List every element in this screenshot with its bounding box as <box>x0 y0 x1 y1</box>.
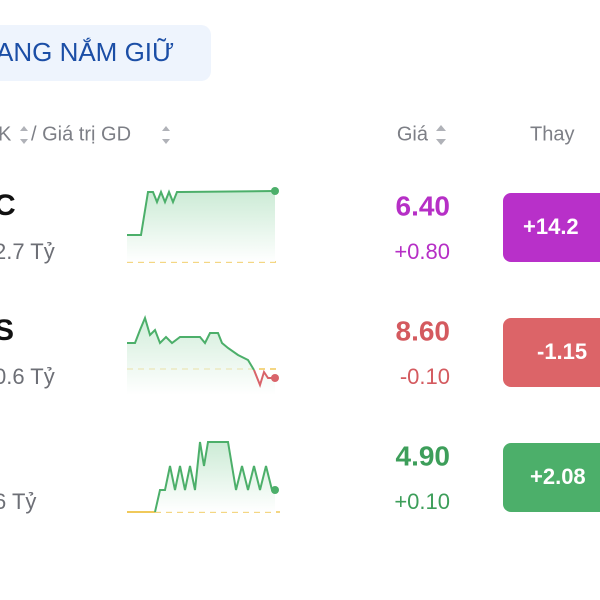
change-badge[interactable] <box>503 318 600 387</box>
sparkline <box>127 315 255 371</box>
change-percent[interactable]: +14.2 <box>523 214 579 239</box>
header-ticker[interactable]: K <box>0 123 12 145</box>
trade-value: 6 Tỷ <box>0 489 36 514</box>
sparkline <box>253 369 275 389</box>
change-percent[interactable]: +2.08 <box>530 464 586 489</box>
change-badge[interactable] <box>503 193 600 262</box>
trade-value: 2.7 Tỷ <box>0 239 55 264</box>
trade-value: 0.6 Tỷ <box>0 364 55 389</box>
ticker[interactable]: S <box>0 314 14 347</box>
sparkline-dot <box>271 187 279 195</box>
header-value[interactable]: / Giá trị GD <box>31 123 131 145</box>
price: 6.40 <box>396 190 451 221</box>
sort-icon[interactable] <box>20 126 28 144</box>
sparkline-area <box>155 442 275 512</box>
ticker[interactable]: C <box>0 189 16 222</box>
tab-pill[interactable] <box>0 25 211 81</box>
sparkline <box>154 441 275 513</box>
sort-icon[interactable] <box>436 125 446 145</box>
price-delta: +0.10 <box>394 489 450 514</box>
price: 4.90 <box>396 440 451 471</box>
sparkline-dot <box>271 486 279 494</box>
header-change[interactable]: Thay <box>530 123 574 145</box>
sparkline-area <box>127 191 275 262</box>
change-badge[interactable] <box>503 443 600 512</box>
tab-title[interactable]: ANG NẮM GIỮ <box>0 37 174 67</box>
sparkline-area <box>127 318 275 395</box>
sort-icon[interactable] <box>162 126 170 144</box>
price: 8.60 <box>396 315 451 346</box>
change-percent[interactable]: -1.15 <box>537 339 587 364</box>
price-delta: -0.10 <box>400 364 450 389</box>
sparkline <box>127 189 276 236</box>
price-delta: +0.80 <box>394 239 450 264</box>
sparkline-dot <box>271 374 279 382</box>
header-price[interactable]: Giá <box>397 123 429 145</box>
